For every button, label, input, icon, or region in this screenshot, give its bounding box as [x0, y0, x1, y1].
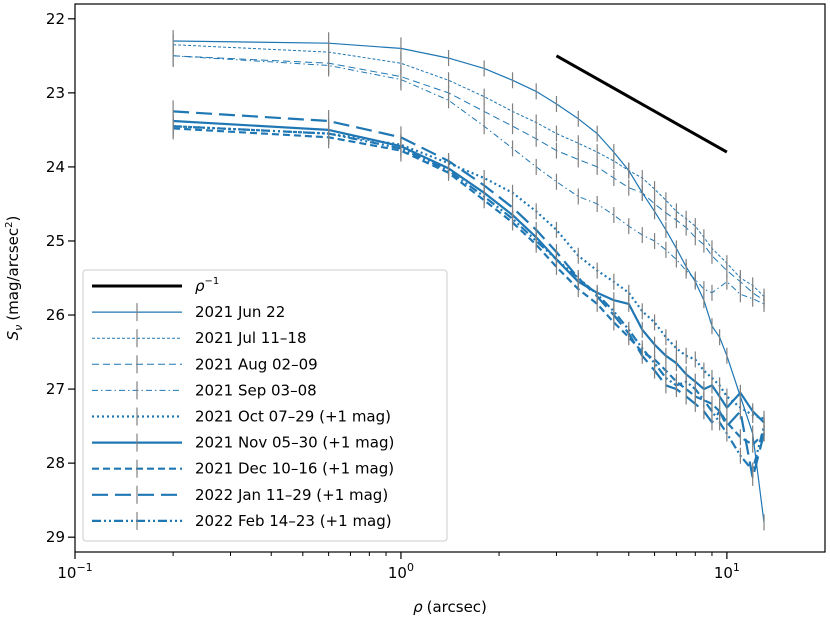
- legend-label: 2021 Oct 07–29 (+1 mag): [195, 408, 391, 426]
- legend-label: 2021 Aug 02–09: [195, 355, 318, 373]
- x-tick-label: 10−1: [57, 561, 92, 582]
- legend-label: 2021 Nov 05–30 (+1 mag): [195, 434, 394, 452]
- x-axis-symbol: ρ: [413, 598, 423, 616]
- legend-item: 2022 Jan 11–29 (+1 mag): [92, 485, 388, 504]
- x-axis-unit: (arcsec): [427, 598, 487, 616]
- legend-item: 2021 Jul 11–18: [92, 329, 306, 348]
- y-axis-label: Sν (mag/arcsec2): [4, 216, 25, 341]
- legend-item: 2021 Sep 03–08: [92, 381, 317, 400]
- series-line: [173, 55, 765, 301]
- y-axis-unit-close: ): [4, 216, 22, 222]
- y-tick-label: 26: [46, 306, 65, 324]
- legend-label: 2022 Feb 14–23 (+1 mag): [195, 512, 392, 530]
- y-tick-label: 27: [46, 380, 65, 398]
- legend-item: ρ−1: [92, 276, 219, 295]
- series-2: [172, 33, 765, 305]
- y-axis-symbol: S: [4, 330, 22, 340]
- series-3: [172, 44, 765, 309]
- series-line: [173, 55, 765, 305]
- y-tick-label: 22: [46, 10, 65, 28]
- y-axis-subscript: ν: [12, 325, 25, 331]
- legend-label: ρ−1: [195, 276, 219, 295]
- legend-item: 2021 Aug 02–09: [92, 355, 318, 374]
- y-tick-label: 25: [46, 232, 65, 250]
- reference-line-layer: [555, 54, 728, 154]
- x-axis-label: ρ (arcsec): [413, 598, 487, 616]
- y-tick-label: 28: [46, 454, 65, 472]
- legend-label: 2021 Jul 11–18: [195, 329, 306, 347]
- plot-frame: [74, 3, 826, 553]
- legend: ρ−1 2021 Jun 22 2021 Jul 11–18 2021 Aug 02–…: [82, 269, 448, 542]
- legend-item: 2022 Feb 14–23 (+1 mag): [92, 511, 392, 530]
- series-line: [173, 44, 765, 297]
- y-axis-unit-sup: 2: [4, 221, 15, 227]
- y-tick-label: 29: [46, 528, 65, 546]
- series-9: [172, 115, 766, 479]
- legend-label: 2021 Sep 03–08: [195, 381, 317, 399]
- y-tick-label: 23: [46, 84, 65, 102]
- legend-item: 2021 Dec 10–16 (+1 mag): [92, 459, 394, 478]
- axes: 22 23 24 25 26 27 28 29 10−1 100 101: [46, 3, 826, 582]
- x-tick-label: 100: [388, 561, 414, 582]
- legend-label: 2021 Dec 10–16 (+1 mag): [195, 460, 394, 478]
- y-axis-unit: (mag/arcsec: [4, 228, 22, 321]
- reference-line: [555, 54, 728, 154]
- legend-item: 2021 Jun 22: [92, 303, 285, 322]
- legend-item: 2021 Oct 07–29 (+1 mag): [92, 407, 391, 426]
- legend-label: 2021 Jun 22: [195, 303, 285, 321]
- legend-label: 2022 Jan 11–29 (+1 mag): [195, 486, 388, 504]
- series-4: [172, 44, 765, 312]
- legend-item: 2021 Nov 05–30 (+1 mag): [92, 433, 394, 452]
- x-tick-label: 101: [714, 561, 740, 582]
- series-layer: [172, 30, 766, 531]
- y-tick-label: 24: [46, 158, 65, 176]
